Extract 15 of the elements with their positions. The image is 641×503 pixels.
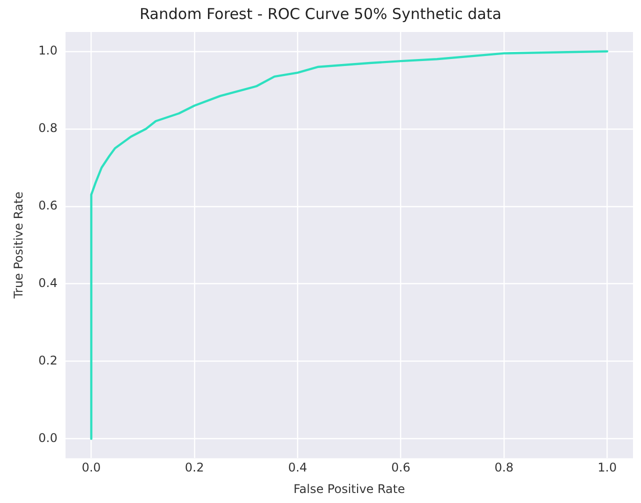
x-axis-title: False Positive Rate: [293, 482, 406, 496]
x-tick-label: 0.8: [494, 460, 514, 475]
x-tick-label: 0.2: [184, 460, 204, 475]
y-tick-label: 1.0: [38, 44, 58, 58]
x-tick-label: 0.4: [288, 460, 308, 475]
x-tick-label: 1.0: [598, 460, 617, 475]
y-tick-label: 0.4: [38, 276, 58, 290]
x-tick-label: 0.0: [82, 460, 101, 475]
y-tick-label: 0.8: [38, 120, 58, 135]
y-tick-label: 0.0: [38, 430, 58, 445]
chart-title: Random Forest - ROC Curve 50% Synthetic data: [140, 4, 502, 23]
y-axis-title: True Positive Rate: [11, 192, 26, 300]
y-tick-label: 0.2: [38, 353, 58, 368]
y-tick-label: 0.6: [38, 198, 58, 212]
x-tick-label: 0.6: [391, 460, 410, 475]
